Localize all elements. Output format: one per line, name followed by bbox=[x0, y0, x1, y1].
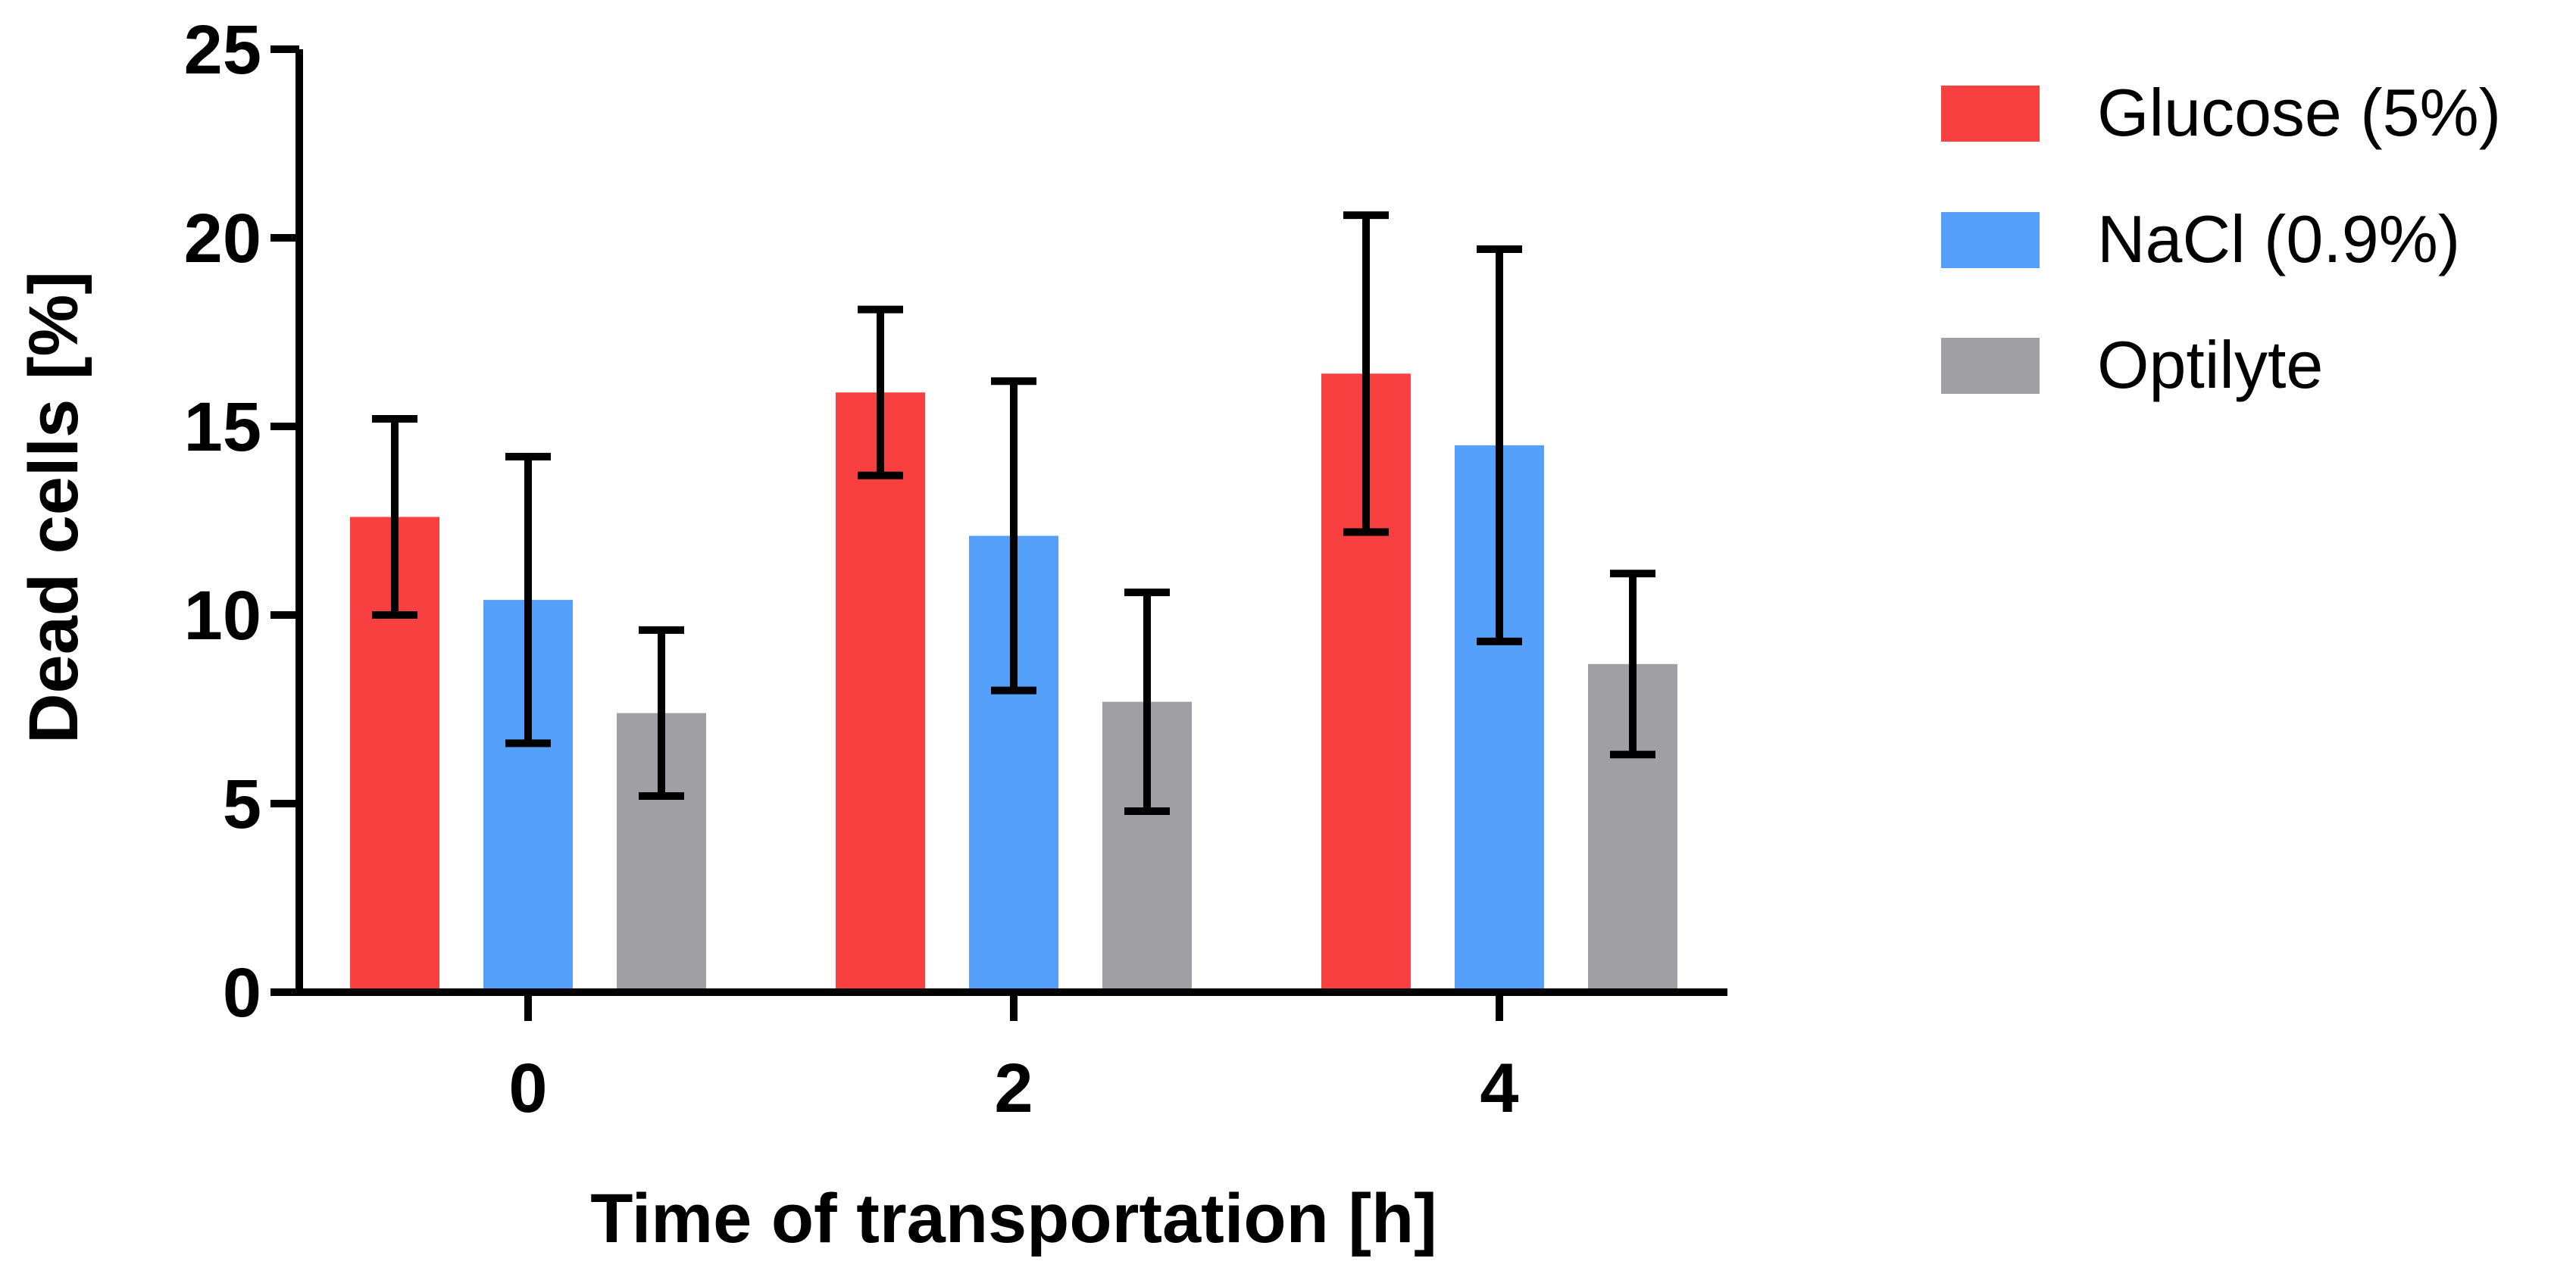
x-tick-label: 4 bbox=[1480, 1050, 1518, 1127]
legend-swatch bbox=[1941, 338, 2040, 394]
legend-label: Glucose (5%) bbox=[2097, 75, 2501, 150]
error-bar bbox=[858, 305, 903, 479]
error-bar bbox=[372, 415, 417, 619]
x-ticks: 0 2 4 bbox=[508, 992, 1519, 1127]
legend-label: Optilyte bbox=[2097, 327, 2323, 402]
error-bar bbox=[1343, 211, 1389, 536]
legend: Glucose (5%) NaCl (0.9%) Optilyte bbox=[1941, 75, 2501, 402]
error-bar bbox=[639, 626, 684, 801]
error-bar bbox=[505, 452, 551, 748]
y-tick-label: 10 bbox=[184, 577, 261, 654]
y-tick-label: 25 bbox=[184, 11, 261, 89]
x-tick-label: 0 bbox=[508, 1050, 547, 1127]
y-tick-label: 5 bbox=[223, 766, 261, 843]
error-bar bbox=[991, 377, 1036, 695]
bars-layer bbox=[350, 373, 1677, 992]
y-axis-title: Dead cells [%] bbox=[15, 271, 92, 744]
y-tick-label: 15 bbox=[184, 389, 261, 466]
error-bar bbox=[1124, 588, 1170, 815]
x-axis-title: Time of transportation [h] bbox=[590, 1180, 1437, 1257]
y-tick-label: 20 bbox=[184, 200, 261, 277]
error-bars-layer bbox=[372, 211, 1655, 815]
legend-swatch bbox=[1941, 86, 2040, 142]
error-bar bbox=[1477, 245, 1522, 645]
x-tick-label: 2 bbox=[994, 1050, 1033, 1127]
bar bbox=[836, 392, 925, 992]
y-tick-label: 0 bbox=[223, 954, 261, 1032]
legend-label: NaCl (0.9%) bbox=[2097, 201, 2460, 276]
error-bar bbox=[1610, 570, 1655, 759]
y-ticks: 0 5 10 15 20 25 bbox=[184, 11, 299, 1032]
legend-swatch bbox=[1941, 212, 2040, 268]
